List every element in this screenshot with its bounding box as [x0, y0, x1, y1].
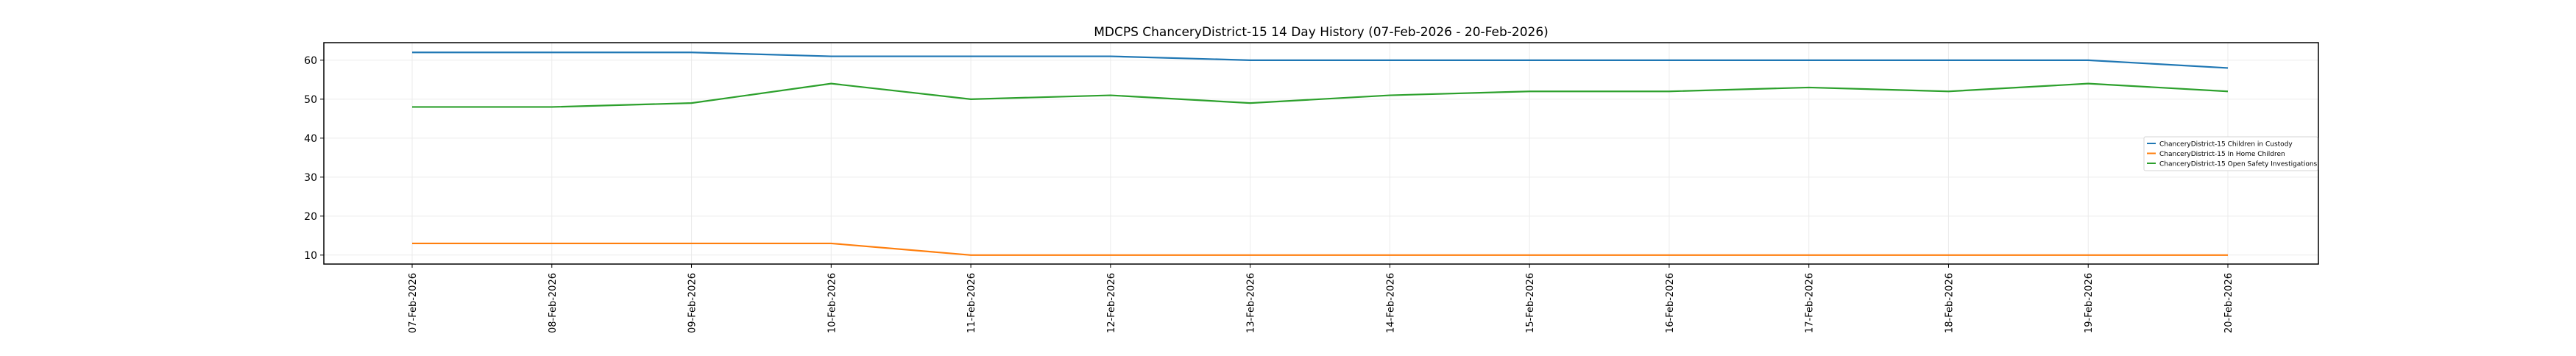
x-tick-label: 17-Feb-2026: [1805, 273, 1816, 333]
y-tick-label: 20: [304, 211, 317, 223]
x-tick-label: 07-Feb-2026: [408, 273, 419, 333]
legend-label: ChanceryDistrict-15 Children in Custody: [2159, 141, 2293, 149]
chart-title: MDCPS ChanceryDistrict-15 14 Day History…: [1094, 25, 1549, 40]
x-tick-label: 15-Feb-2026: [1525, 273, 1536, 333]
y-tick-label: 50: [304, 94, 317, 106]
x-tick-label: 11-Feb-2026: [966, 273, 977, 333]
y-tick-label: 10: [304, 250, 317, 262]
x-tick-label: 08-Feb-2026: [548, 273, 559, 333]
legend: ChanceryDistrict-15 Children in Custody C…: [2144, 137, 2318, 171]
x-tick-label: 19-Feb-2026: [2084, 273, 2095, 333]
legend-label: ChanceryDistrict-15 Open Safety Investig…: [2159, 161, 2318, 168]
x-tick-label: 10-Feb-2026: [827, 273, 838, 333]
x-tick-label: 16-Feb-2026: [1665, 273, 1676, 333]
legend-label: ChanceryDistrict-15 In Home Children: [2159, 151, 2285, 158]
x-tick-label: 13-Feb-2026: [1246, 273, 1257, 333]
y-tick-label: 60: [304, 55, 317, 67]
x-tick-label: 14-Feb-2026: [1385, 273, 1396, 333]
y-tick-label: 40: [304, 133, 317, 145]
x-tick-label: 12-Feb-2026: [1106, 273, 1117, 333]
x-tick-label: 09-Feb-2026: [687, 273, 698, 333]
x-tick-label: 20-Feb-2026: [2223, 273, 2234, 333]
y-tick-label: 30: [304, 172, 317, 184]
x-tick-label: 18-Feb-2026: [1944, 273, 1955, 333]
